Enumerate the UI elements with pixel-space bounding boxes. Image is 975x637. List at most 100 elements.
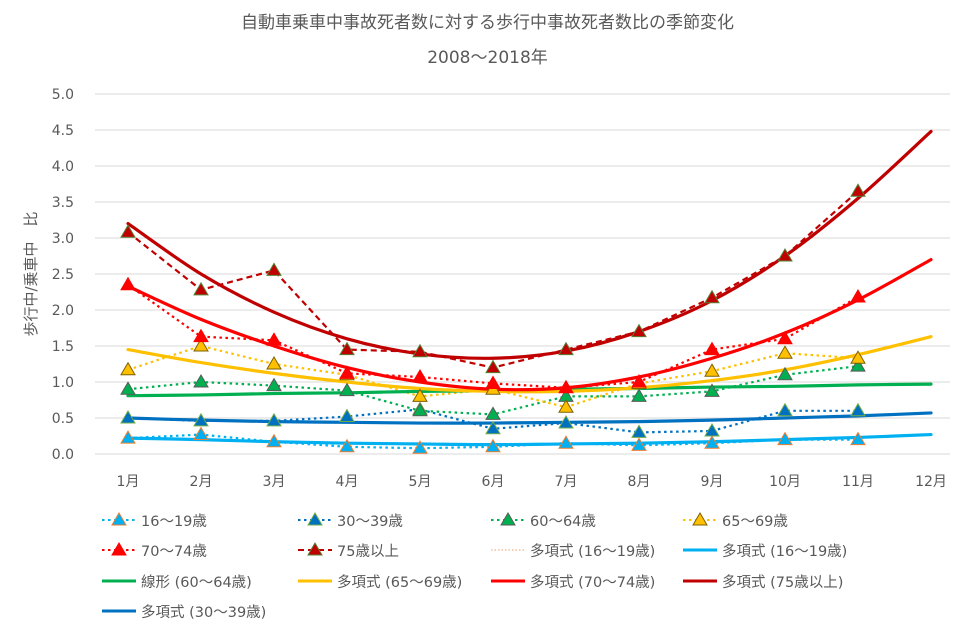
data-point-marker — [193, 374, 209, 388]
legend-swatch — [102, 579, 136, 583]
data-point-marker — [120, 361, 136, 376]
data-point-marker — [850, 402, 866, 417]
legend-item: 70～74歳 — [100, 539, 207, 561]
data-point-marker — [558, 435, 574, 449]
trendline — [126, 432, 933, 447]
data-point-marker — [777, 366, 793, 381]
y-tick-label: 1.5 — [52, 339, 74, 355]
data-point-marker — [266, 262, 282, 276]
legend-label: 60～64歳 — [530, 513, 596, 530]
data-point-marker — [193, 338, 209, 352]
legend-swatch — [102, 542, 136, 556]
trendline — [126, 335, 933, 394]
x-axis-ticks: 1月 2月 3月 4月 5月 6月 7月 8月 9月 10月 11月 12月 — [117, 474, 947, 490]
data-point-marker — [704, 383, 720, 397]
data-point-marker — [850, 289, 866, 303]
legend-swatch — [298, 579, 332, 583]
data-point-marker — [193, 328, 209, 343]
data-point-marker — [412, 440, 428, 454]
legend-item: 30～39歳 — [296, 509, 403, 531]
x-tick-label: 7月 — [555, 474, 578, 490]
legend-swatch — [102, 512, 136, 526]
data-point-marker — [704, 341, 720, 356]
chart-subtitle: 2008～2018年 — [427, 48, 548, 68]
data-point-marker — [193, 426, 209, 441]
legend-label: 線形 (60～64歳) — [141, 574, 252, 591]
data-point-marker — [120, 276, 136, 291]
y-tick-label: 5.0 — [52, 87, 74, 103]
legend-item: 多項式 (75歳以上) — [681, 570, 843, 592]
data-point-marker — [266, 377, 282, 392]
x-tick-label: 5月 — [409, 474, 432, 490]
legend-item: 75歳以上 — [296, 539, 399, 561]
trendline — [126, 129, 933, 360]
data-point-marker — [485, 406, 501, 420]
data-point-marker — [777, 330, 793, 345]
series-markers — [120, 183, 866, 454]
legend-swatch — [683, 579, 717, 583]
data-point-marker — [339, 438, 355, 453]
data-point-marker — [193, 412, 209, 427]
data-point-marker — [120, 430, 136, 444]
data-point-marker — [777, 248, 793, 262]
data-point-marker — [266, 356, 282, 370]
legend-swatch — [491, 579, 525, 583]
data-point-marker — [266, 412, 282, 427]
data-point-marker — [193, 281, 209, 296]
data-point-marker — [631, 323, 647, 338]
data-point-marker — [850, 431, 866, 446]
y-tick-label: 2.5 — [52, 267, 74, 283]
data-point-marker — [266, 332, 282, 346]
data-point-marker — [412, 368, 428, 383]
trendline — [126, 411, 933, 425]
data-point-marker — [558, 399, 574, 413]
data-point-marker — [777, 402, 793, 417]
x-tick-label: 6月 — [482, 474, 505, 490]
data-point-marker — [631, 424, 647, 438]
legend-swatch — [102, 609, 136, 613]
legend-item: 線形 (60～64歳) — [100, 570, 252, 592]
legend-label: 65～69歳 — [722, 513, 788, 530]
data-point-marker — [704, 289, 720, 304]
data-point-marker — [412, 402, 428, 417]
legend-item: 多項式 (16～19歳) — [489, 539, 655, 561]
legend: 16～19歳 30～39歳 60～64歳 65～69歳 70～74歳 75歳以上 多項式 (… — [0, 505, 975, 637]
legend-item: 60～64歳 — [489, 509, 596, 531]
data-point-marker — [120, 410, 136, 424]
data-point-marker — [485, 438, 501, 453]
legend-label: 多項式 (70～74歳) — [530, 574, 656, 591]
legend-swatch — [491, 549, 525, 551]
data-point-marker — [339, 365, 355, 379]
legend-item: 16～19歳 — [100, 509, 207, 531]
legend-label: 30～39歳 — [337, 513, 403, 530]
x-tick-label: 12月 — [915, 474, 947, 490]
y-tick-label: 0.0 — [52, 447, 74, 463]
legend-item: 65～69歳 — [681, 509, 788, 531]
legend-item: 多項式 (16～19歳) — [681, 539, 847, 561]
series-line — [127, 344, 859, 409]
legend-label: 多項式 (16～19歳) — [530, 543, 656, 560]
data-point-marker — [558, 415, 574, 429]
data-point-marker — [120, 381, 136, 395]
data-point-marker — [631, 374, 647, 388]
data-point-marker — [704, 363, 720, 377]
legend-item: 多項式 (70～74歳) — [489, 570, 655, 592]
y-tick-label: 4.0 — [52, 159, 74, 175]
y-axis-label: 歩行中/乗車中 比 — [22, 211, 40, 336]
legend-swatch — [298, 512, 332, 526]
legend-label: 70～74歳 — [141, 543, 207, 560]
legend-item: 多項式 (65～69歳) — [296, 570, 462, 592]
data-point-marker — [339, 341, 355, 356]
legend-swatch — [491, 512, 525, 526]
legend-label: 75歳以上 — [337, 543, 399, 560]
data-point-marker — [412, 388, 428, 402]
legend-swatch — [683, 548, 717, 552]
legend-swatch — [683, 512, 717, 526]
data-point-marker — [266, 433, 282, 448]
x-tick-label: 3月 — [263, 474, 286, 490]
legend-swatch — [298, 542, 332, 556]
data-point-marker — [631, 388, 647, 402]
y-tick-label: 4.5 — [52, 123, 74, 139]
y-axis-ticks: 0.0 0.5 1.0 1.5 2.0 2.5 3.0 3.5 4.0 4.5 5.0 — [52, 87, 74, 463]
series-line — [127, 433, 858, 450]
